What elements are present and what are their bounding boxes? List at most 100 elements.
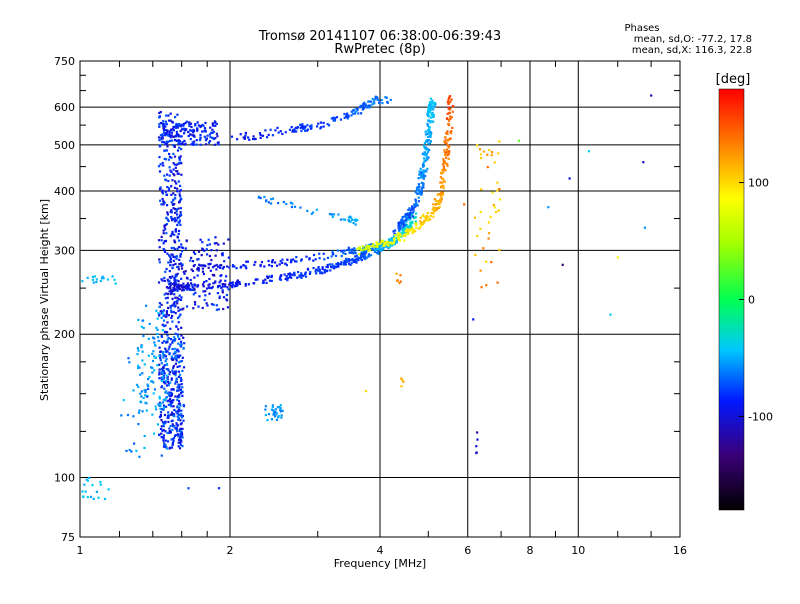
data-point bbox=[173, 304, 176, 307]
data-point bbox=[165, 384, 169, 387]
data-point bbox=[184, 247, 187, 250]
data-point bbox=[191, 134, 194, 137]
data-point bbox=[164, 297, 167, 300]
data-point bbox=[164, 430, 167, 433]
data-point bbox=[392, 238, 396, 241]
data-point bbox=[184, 128, 187, 131]
data-point bbox=[318, 257, 321, 260]
data-point bbox=[360, 112, 363, 115]
data-point bbox=[164, 270, 167, 273]
data-point bbox=[376, 96, 379, 99]
data-point bbox=[439, 193, 442, 196]
data-point bbox=[176, 208, 179, 211]
data-point bbox=[169, 210, 172, 214]
data-point bbox=[308, 258, 311, 261]
data-point bbox=[171, 275, 174, 278]
data-point bbox=[173, 336, 176, 339]
data-point bbox=[426, 147, 429, 151]
data-point bbox=[167, 287, 170, 290]
data-point bbox=[367, 254, 370, 257]
data-point bbox=[428, 142, 431, 145]
data-point bbox=[151, 352, 154, 355]
data-point bbox=[89, 495, 93, 498]
data-point bbox=[207, 141, 211, 144]
data-point bbox=[473, 216, 477, 219]
data-point bbox=[183, 139, 186, 142]
data-point bbox=[164, 439, 167, 442]
data-point bbox=[277, 416, 280, 419]
data-point bbox=[165, 232, 168, 235]
data-point bbox=[401, 216, 404, 219]
data-point bbox=[418, 227, 421, 230]
data-point bbox=[169, 259, 172, 262]
data-point bbox=[346, 248, 349, 252]
data-point bbox=[178, 200, 181, 204]
data-point bbox=[161, 161, 164, 165]
data-point bbox=[337, 265, 340, 268]
data-point bbox=[177, 162, 180, 165]
data-point bbox=[170, 316, 173, 319]
data-point bbox=[177, 409, 180, 413]
data-point bbox=[170, 170, 173, 174]
data-point bbox=[380, 249, 383, 252]
data-point bbox=[399, 274, 402, 277]
data-point bbox=[168, 152, 171, 156]
data-point bbox=[234, 281, 237, 285]
data-point bbox=[167, 337, 170, 340]
data-point bbox=[418, 173, 421, 176]
data-point bbox=[162, 120, 165, 123]
data-point bbox=[388, 246, 391, 249]
data-point bbox=[152, 336, 155, 339]
data-point bbox=[163, 226, 166, 229]
data-point bbox=[177, 350, 180, 353]
data-point bbox=[274, 414, 277, 417]
data-point bbox=[152, 392, 155, 395]
data-point bbox=[162, 356, 165, 359]
data-point bbox=[343, 260, 346, 263]
data-point bbox=[174, 166, 177, 169]
data-point bbox=[170, 355, 173, 358]
data-point bbox=[173, 347, 176, 350]
data-point bbox=[329, 269, 332, 272]
data-point bbox=[161, 134, 164, 137]
data-point bbox=[362, 246, 365, 249]
data-point bbox=[293, 130, 296, 133]
data-point bbox=[174, 194, 177, 197]
data-point bbox=[180, 250, 184, 253]
data-point bbox=[178, 294, 181, 297]
data-point bbox=[168, 130, 171, 133]
data-point bbox=[204, 294, 207, 297]
data-point bbox=[416, 204, 419, 207]
data-point bbox=[398, 229, 401, 232]
data-point bbox=[353, 247, 356, 250]
data-point bbox=[130, 450, 133, 453]
data-point bbox=[166, 173, 169, 176]
x-axis-label: Frequency [MHz] bbox=[334, 557, 426, 570]
data-point bbox=[147, 384, 150, 388]
data-point bbox=[277, 415, 280, 418]
data-point bbox=[177, 375, 181, 378]
data-point bbox=[446, 100, 449, 103]
data-point bbox=[425, 170, 428, 173]
data-point bbox=[173, 372, 176, 375]
data-point bbox=[441, 191, 444, 194]
data-point bbox=[426, 132, 429, 135]
data-point bbox=[392, 230, 395, 233]
data-point bbox=[351, 259, 354, 262]
data-point bbox=[290, 258, 293, 261]
data-point bbox=[173, 434, 177, 438]
data-point bbox=[447, 97, 451, 100]
data-point bbox=[180, 359, 184, 363]
data-point bbox=[487, 237, 490, 240]
data-point bbox=[318, 268, 321, 271]
data-point bbox=[345, 259, 348, 262]
data-point bbox=[353, 250, 356, 253]
data-point bbox=[163, 122, 166, 126]
data-point bbox=[290, 276, 293, 279]
data-point bbox=[160, 425, 163, 428]
data-point bbox=[162, 128, 166, 132]
data-point bbox=[205, 139, 208, 142]
data-point bbox=[177, 328, 180, 331]
data-point bbox=[166, 377, 169, 380]
